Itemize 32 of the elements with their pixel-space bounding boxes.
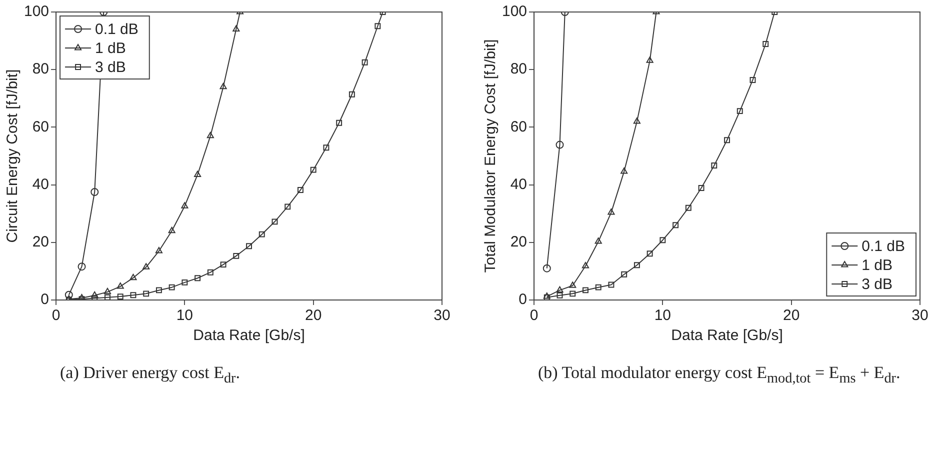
legend-label: 1 dB [95, 40, 126, 58]
y-tick-label: 0 [40, 291, 50, 308]
legend-label: 1 dB [862, 257, 892, 274]
x-tick-label: 30 [912, 307, 928, 324]
legend-label: 0.1 dB [95, 21, 138, 38]
text: (a) Driver energy cost E$_{dr}$. [60, 362, 241, 388]
y-tick-label: 60 [32, 118, 50, 136]
y-tick-label: 0 [518, 291, 528, 308]
legend-label: 3 dB [95, 59, 126, 76]
y-axis-title: Total Modulator Energy Cost [fJ/bit] [482, 39, 500, 273]
y-tick-label: 40 [510, 176, 528, 193]
x-tick-label: 10 [176, 307, 194, 324]
y-tick-label: 20 [32, 234, 50, 251]
x-axis-title: Data Rate [Gb/s] [193, 327, 305, 344]
y-tick-label: 60 [510, 118, 528, 136]
x-tick-label: 10 [654, 307, 672, 324]
y-tick-label: 40 [32, 176, 50, 193]
legend-label: 0.1 dB [862, 238, 906, 256]
x-axis-title: Data Rate [Gb/s] [671, 327, 783, 344]
x-tick-label: 0 [530, 307, 538, 324]
x-tick-label: 20 [305, 307, 322, 324]
y-axis-title: Circuit Energy Cost [fJ/bit] [4, 69, 22, 243]
x-tick-label: 0 [52, 307, 60, 324]
text: (b) Total modulator energy cost E$_{mod,tot}$ = E$_{ms}$ + E$_{dr}$. [538, 362, 902, 388]
x-tick-label: 30 [434, 307, 450, 324]
legend-label: 3 dB [862, 276, 892, 294]
y-tick-label: 80 [32, 60, 50, 78]
y-tick-label: 100 [24, 3, 50, 20]
y-tick-label: 20 [510, 234, 528, 251]
y-tick-label: 80 [510, 60, 528, 78]
x-tick-label: 20 [783, 307, 800, 324]
y-tick-label: 100 [502, 3, 528, 20]
